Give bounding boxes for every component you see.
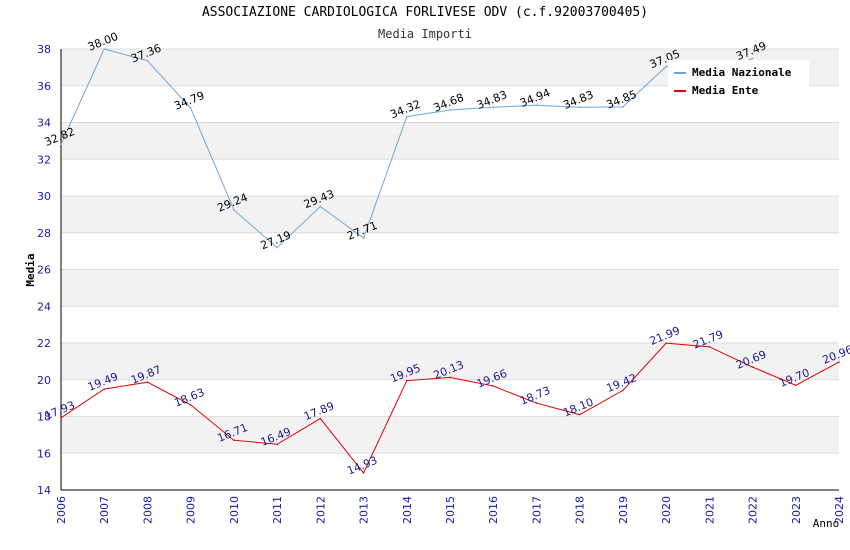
data-point bbox=[578, 413, 581, 416]
x-tick-label: 2023 bbox=[790, 496, 803, 524]
x-tick-label: 2011 bbox=[271, 496, 284, 524]
data-point bbox=[276, 246, 278, 249]
y-tick-label: 20 bbox=[37, 374, 51, 387]
data-point bbox=[319, 205, 322, 208]
grid-band bbox=[61, 269, 839, 307]
y-tick-label: 26 bbox=[37, 264, 51, 277]
y-axis-label: Media bbox=[24, 253, 37, 286]
x-tick-label: 2010 bbox=[228, 496, 241, 524]
y-tick-label: 36 bbox=[37, 80, 51, 93]
x-tick-label: 2015 bbox=[444, 496, 457, 524]
data-point bbox=[146, 381, 149, 383]
grid-band bbox=[61, 379, 839, 417]
x-tick-label: 2021 bbox=[703, 496, 716, 524]
x-tick-label: 2007 bbox=[98, 496, 111, 524]
x-tick-label: 2012 bbox=[314, 496, 327, 524]
legend-item-ente: Media Ente bbox=[674, 84, 758, 97]
x-tick-label: 2013 bbox=[358, 496, 371, 524]
data-point bbox=[449, 376, 451, 379]
grid-band bbox=[61, 343, 839, 380]
data-point bbox=[578, 106, 581, 109]
data-point bbox=[146, 59, 149, 62]
legend-label-ente: Media Ente bbox=[692, 84, 759, 97]
legend-swatch-nazionale bbox=[674, 71, 686, 74]
x-axis-label: Anno bbox=[813, 517, 840, 530]
x-tick-label: 2014 bbox=[401, 496, 414, 524]
grid-band bbox=[61, 306, 839, 343]
y-tick-label: 14 bbox=[37, 484, 51, 497]
data-point bbox=[60, 416, 62, 419]
data-point bbox=[233, 439, 235, 442]
data-point bbox=[319, 417, 322, 420]
chart-subtitle: Media Importi bbox=[378, 27, 472, 41]
y-tick-label: 24 bbox=[37, 300, 51, 313]
chart-title: ASSOCIAZIONE CARDIOLOGICA FORLIVESE ODV … bbox=[201, 5, 649, 20]
y-tick-label: 28 bbox=[37, 227, 51, 240]
data-point bbox=[103, 388, 106, 390]
x-tick-label: 2019 bbox=[617, 496, 630, 524]
data-point bbox=[665, 65, 667, 68]
data-point bbox=[794, 384, 797, 387]
data-point bbox=[751, 366, 754, 368]
data-point bbox=[103, 48, 106, 50]
y-tick-label: 22 bbox=[37, 337, 51, 350]
x-tick-label: 2022 bbox=[747, 496, 760, 524]
data-point bbox=[405, 115, 408, 118]
data-point bbox=[276, 443, 278, 446]
data-point bbox=[665, 342, 667, 344]
data-point bbox=[362, 472, 365, 474]
data-point bbox=[233, 209, 235, 211]
grid-band bbox=[61, 196, 839, 233]
x-tick-label: 2008 bbox=[141, 496, 154, 524]
grid-band bbox=[61, 232, 839, 270]
y-tick-label: 30 bbox=[37, 190, 51, 203]
y-tick-label: 18 bbox=[37, 411, 51, 424]
data-point bbox=[60, 143, 62, 145]
data-point bbox=[189, 404, 192, 406]
y-tick-label: 32 bbox=[37, 153, 51, 166]
x-tick-label: 2009 bbox=[185, 496, 198, 524]
data-point bbox=[751, 57, 754, 60]
x-tick-label: 2016 bbox=[487, 496, 500, 524]
data-point bbox=[838, 361, 840, 363]
legend: Media Nazionale Media Ente bbox=[668, 60, 809, 102]
y-tick-label: 38 bbox=[37, 43, 51, 56]
y-tick-label: 34 bbox=[37, 117, 51, 130]
legend-item-nazionale: Media Nazionale bbox=[674, 66, 791, 79]
data-point bbox=[535, 104, 538, 107]
grid-band bbox=[61, 122, 839, 160]
data-point bbox=[535, 402, 538, 404]
data-point bbox=[622, 389, 624, 392]
data-point bbox=[449, 109, 451, 111]
data-point bbox=[492, 385, 495, 387]
data-point bbox=[189, 107, 192, 109]
legend-label-nazionale: Media Nazionale bbox=[692, 66, 792, 79]
data-point bbox=[622, 106, 624, 108]
data-point bbox=[362, 237, 365, 239]
legend-swatch-ente bbox=[674, 89, 686, 92]
grid-band bbox=[61, 159, 839, 196]
grid-band bbox=[61, 453, 839, 490]
x-tick-label: 2018 bbox=[574, 496, 587, 524]
x-tick-label: 2006 bbox=[55, 496, 68, 524]
data-point bbox=[708, 346, 711, 348]
y-tick-label: 16 bbox=[37, 447, 51, 460]
x-tick-label: 2017 bbox=[530, 496, 543, 524]
data-point bbox=[492, 106, 495, 109]
x-tick-label: 2024 bbox=[833, 496, 846, 524]
grid-band bbox=[61, 416, 839, 454]
x-tick-label: 2020 bbox=[660, 496, 673, 524]
data-point bbox=[405, 379, 408, 382]
